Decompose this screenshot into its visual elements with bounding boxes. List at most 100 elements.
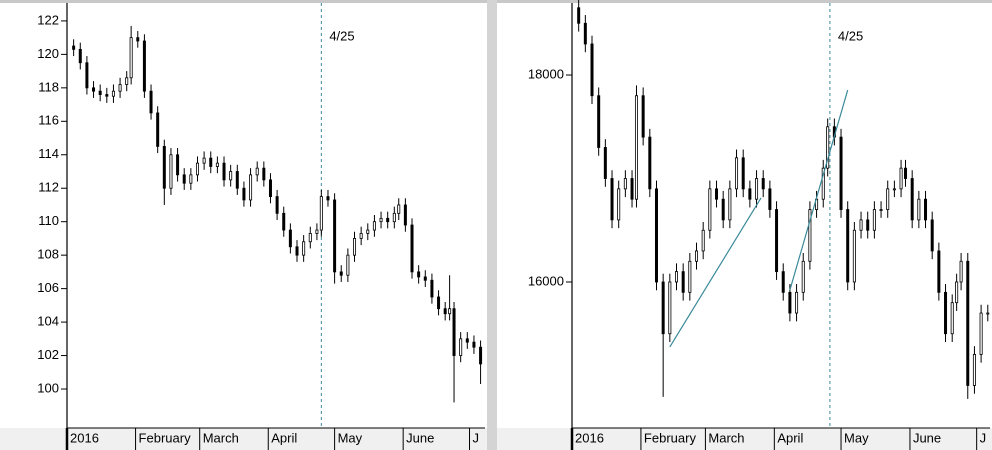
candle-body xyxy=(459,338,463,356)
candle-body xyxy=(583,22,587,45)
candle-body xyxy=(136,37,140,42)
candle-body xyxy=(98,90,102,95)
candle-body xyxy=(353,238,357,256)
candle-body xyxy=(209,157,213,167)
candle-body xyxy=(149,90,153,114)
candle-body xyxy=(808,209,812,262)
y-tick-label: 100 xyxy=(37,380,59,395)
candle-body xyxy=(728,188,732,221)
candle-body xyxy=(195,162,199,176)
candle-body xyxy=(417,271,421,278)
candle-body xyxy=(681,271,685,293)
y-tick-label: 112 xyxy=(38,180,59,195)
x-tick-label: June xyxy=(406,430,434,445)
x-tick-label: May xyxy=(338,430,363,445)
candle-body xyxy=(634,95,638,200)
candle-body xyxy=(795,291,799,314)
candle-body xyxy=(452,308,456,356)
candle-body xyxy=(986,312,990,315)
candle-body xyxy=(255,167,259,176)
candle-body xyxy=(741,157,745,190)
y-tick-label: 104 xyxy=(37,314,59,329)
candle-body xyxy=(930,219,934,252)
y-tick-label: 118 xyxy=(38,79,59,94)
candle-body xyxy=(641,95,645,138)
candle-body xyxy=(950,302,954,335)
candle-body xyxy=(229,171,233,181)
x-axis-band xyxy=(497,428,992,450)
candle-body xyxy=(85,62,89,89)
candle-body xyxy=(430,279,434,298)
candle-body xyxy=(852,229,856,283)
candle-body xyxy=(781,271,785,293)
candle-body xyxy=(156,112,160,147)
candle-body xyxy=(695,250,699,262)
y-tick-label: 116 xyxy=(38,113,59,128)
candle-body xyxy=(125,77,129,85)
x-tick-label: March xyxy=(708,430,744,445)
candle-body xyxy=(142,40,146,92)
candle-body xyxy=(597,95,601,148)
candle-body xyxy=(979,312,983,355)
candle-body xyxy=(866,219,870,231)
candle-body xyxy=(72,45,76,50)
candle-body xyxy=(479,346,483,365)
candle-body xyxy=(623,178,627,190)
candle-body xyxy=(590,43,594,97)
candle-body xyxy=(410,224,414,273)
candle-body xyxy=(839,136,843,210)
candle-body xyxy=(235,171,239,189)
candle-body xyxy=(577,7,581,24)
x-tick-label: J xyxy=(980,430,987,445)
candle-body xyxy=(892,188,896,191)
candle-body xyxy=(78,48,82,64)
x-axis-band xyxy=(0,428,487,450)
date-marker-label: 4/25 xyxy=(329,28,354,43)
trendline xyxy=(789,89,849,291)
candle-body xyxy=(397,204,401,214)
x-tick-label: February xyxy=(139,430,192,445)
candle-body xyxy=(708,188,712,231)
x-tick-label: March xyxy=(203,430,239,445)
candle-body xyxy=(111,90,115,97)
candle-body xyxy=(189,174,193,184)
candle-body xyxy=(423,276,427,281)
candle-body xyxy=(788,291,792,314)
candle-body xyxy=(917,198,921,221)
y-tick-label: 18000 xyxy=(528,66,564,81)
trendline xyxy=(669,197,762,348)
candle-body xyxy=(955,281,959,304)
y-tick-label: 106 xyxy=(37,280,59,295)
candle-body xyxy=(735,157,739,190)
candle-body xyxy=(443,308,447,315)
candle-body xyxy=(879,209,883,211)
candle-body xyxy=(448,308,452,315)
candle-body xyxy=(326,196,330,201)
candle-body xyxy=(275,196,279,214)
candle-body xyxy=(176,154,180,176)
candle-body xyxy=(872,209,876,231)
x-tick-label: June xyxy=(913,430,941,445)
candle-body xyxy=(92,87,96,92)
candle-body xyxy=(403,204,407,226)
y-tick-label: 114 xyxy=(38,146,59,161)
candle-body xyxy=(105,94,109,97)
candle-body xyxy=(630,178,634,200)
candle-body xyxy=(379,217,383,223)
candle-body xyxy=(262,167,266,181)
candle-body xyxy=(721,198,725,221)
candle-body xyxy=(755,178,759,200)
candle-body xyxy=(610,178,614,221)
candle-body xyxy=(288,229,292,248)
candle-body xyxy=(319,196,323,231)
candle-body xyxy=(162,146,166,189)
candle-body xyxy=(775,209,779,273)
candle-body xyxy=(472,341,476,348)
candle-body xyxy=(268,179,272,197)
x-tick-label: February xyxy=(644,430,697,445)
candle-body xyxy=(302,241,306,256)
candle-body xyxy=(801,260,805,293)
candle-body xyxy=(648,136,652,190)
candle-body xyxy=(202,157,206,164)
